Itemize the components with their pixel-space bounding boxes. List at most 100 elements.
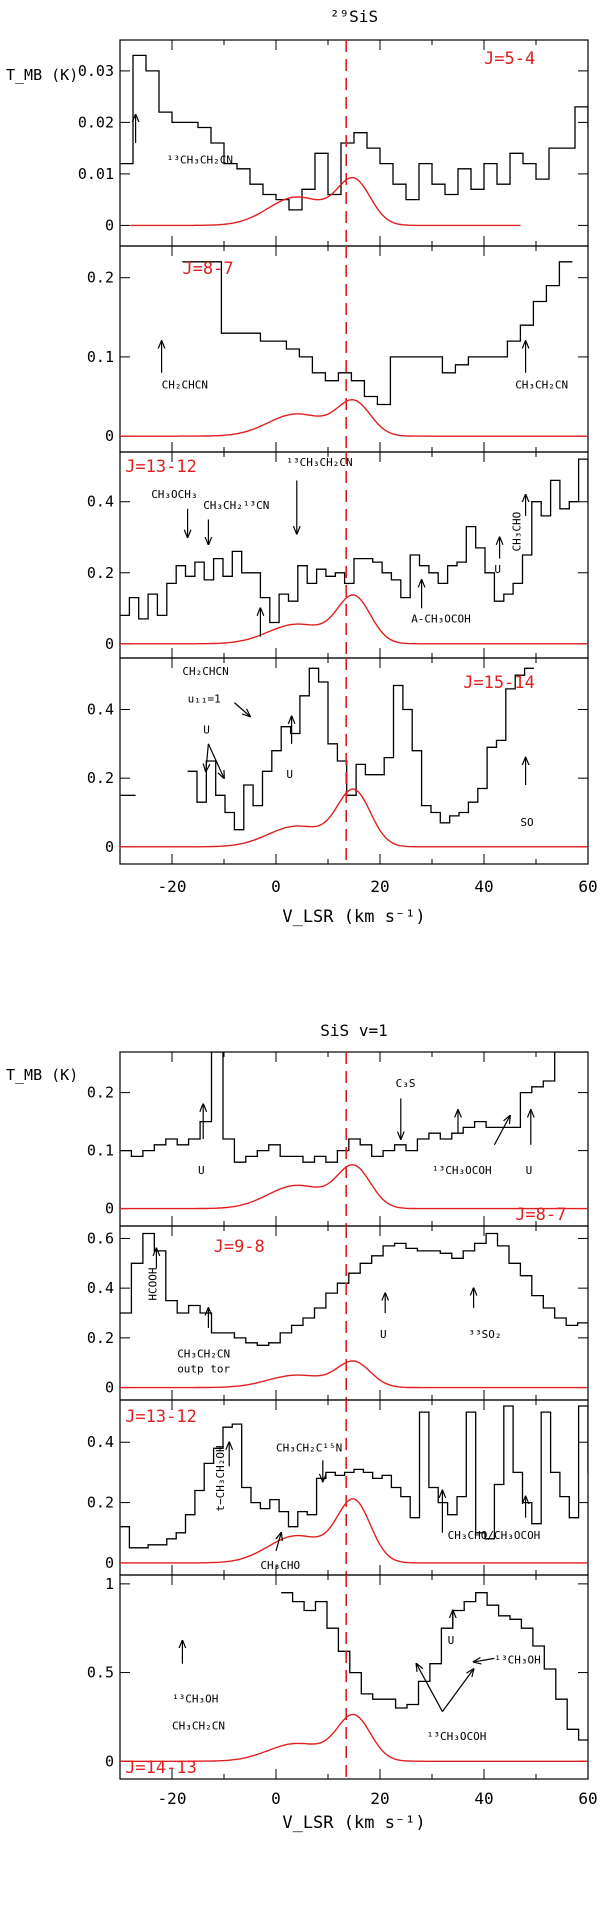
- y-tick-label: 0: [105, 216, 114, 234]
- y-tick-label: 0.1: [87, 348, 114, 366]
- line-annotation: U: [380, 1328, 387, 1341]
- y-tick-label: 0.6: [87, 1229, 114, 1247]
- annotation-arrow: [416, 1664, 443, 1712]
- x-tick-label: -20: [158, 1789, 187, 1808]
- spectrum-histogram: [120, 458, 588, 624]
- y-tick-label: 0: [105, 1379, 114, 1397]
- y-tick-label: 0.1: [87, 1142, 114, 1160]
- spectrum-histogram: [120, 1052, 588, 1163]
- y-tick-label: 0.2: [87, 1494, 114, 1512]
- y-tick-label: 0.2: [87, 1329, 114, 1347]
- line-annotation: ¹³CH₃OH: [494, 1654, 540, 1667]
- x-axis-label: V_LSR (km s⁻¹): [282, 907, 425, 927]
- y-tick-label: 0.2: [87, 769, 114, 787]
- spectrum-histogram: [120, 1405, 588, 1549]
- panel-plot-area: [120, 1052, 588, 1226]
- y-tick-label: 0.5: [87, 1664, 114, 1682]
- panel-plot-area: [120, 1226, 588, 1400]
- line-annotation: ¹³CH₃CH₂CN: [167, 154, 233, 167]
- model-fit-curve: [120, 594, 588, 645]
- panel-plot-area: [120, 246, 588, 452]
- line-annotation: SO: [520, 816, 533, 829]
- transition-label: J=9-8: [214, 1237, 265, 1257]
- y-tick-label: 0: [105, 635, 114, 653]
- transition-label: J=13-12: [125, 457, 197, 477]
- panel-plot-area: [120, 1575, 588, 1779]
- annotation-arrow: [441, 1669, 473, 1712]
- line-annotation: ¹³CH₃OCOH: [427, 1730, 487, 1743]
- x-tick-label: 0: [271, 1789, 281, 1808]
- y-axis-label: T_MB (K): [6, 66, 78, 84]
- line-annotation: U: [203, 724, 210, 737]
- panel-0-3: 0 0.2 0.4 J=15-14 CH₂CHCN u₁₁=1 U U SO: [87, 657, 589, 865]
- line-annotation: U: [286, 768, 293, 781]
- y-tick-label: 0: [105, 1752, 114, 1770]
- line-annotation: CH₂CHCN: [162, 379, 208, 392]
- line-annotation: CH₃CH₂¹³CN: [203, 499, 269, 512]
- line-annotation: ¹³CH₃OCOH: [432, 1164, 492, 1177]
- x-tick-label: 60: [578, 877, 597, 896]
- line-annotation: ¹³CH₃OH: [172, 1693, 218, 1706]
- panel-0-2: 0 0.2 0.4 J=13-12 CH₃OCH₃ CH₃CH₂¹³CN ¹³CH₃CH₂C…: [87, 451, 589, 659]
- model-fit-curve: [120, 788, 588, 848]
- line-annotation-vertical: t−CH₃CH₂OH: [214, 1445, 227, 1511]
- y-tick-label: 0.2: [87, 269, 114, 287]
- model-fit-curve: [120, 398, 588, 437]
- x-tick-label: 40: [474, 877, 493, 896]
- model-fit-curve: [120, 1498, 588, 1564]
- panel-frame: [119, 657, 589, 865]
- y-tick-label: 0: [105, 838, 114, 856]
- model-fit-curve: [120, 1713, 588, 1762]
- panel-frame: [119, 1574, 589, 1780]
- y-tick-label: 0.03: [78, 62, 114, 80]
- line-annotation: U: [526, 1164, 533, 1177]
- line-annotation: C₃S: [396, 1077, 416, 1090]
- y-tick-label: 0.2: [87, 564, 114, 582]
- spectrum-histogram: [281, 1592, 588, 1741]
- transition-label: J=15-14: [463, 673, 535, 693]
- line-annotation: U: [494, 563, 501, 576]
- annotation-arrow: [207, 743, 224, 778]
- model-fit-curve: [120, 1360, 588, 1389]
- y-tick-label: 0.4: [87, 1279, 114, 1297]
- spectrum-histogram: [182, 261, 573, 406]
- line-annotation: CH₃CHO: [260, 1559, 300, 1572]
- line-annotation: u₁₁=1: [188, 693, 221, 706]
- line-annotation: CH₃CH₂CN: [515, 379, 568, 392]
- panel-frame: [119, 451, 589, 659]
- x-tick-label: 40: [474, 1789, 493, 1808]
- line-annotation: U: [448, 1634, 455, 1647]
- y-tick-label: 0.2: [87, 1084, 114, 1102]
- transition-label: J=8-7: [182, 259, 233, 279]
- panel-plot-area: [120, 40, 588, 246]
- transition-label: J=13-12: [125, 1407, 197, 1427]
- y-tick-label: 0.4: [87, 1433, 114, 1451]
- annotation-arrow: [206, 743, 209, 771]
- transition-label: J=14-13: [125, 1758, 197, 1778]
- spectrum-histogram: [120, 1232, 588, 1346]
- y-tick-label: 0: [105, 427, 114, 445]
- y-tick-label: 0: [105, 1200, 114, 1218]
- spectrum-histogram: [120, 54, 588, 211]
- x-tick-label: -20: [158, 877, 187, 896]
- spectrum-histogram: [187, 667, 534, 831]
- annotation-arrow: [276, 1533, 281, 1552]
- panel-1-0: 0 0.1 0.2 J=8-7 U C₃S ¹³CH₃OCOH U: [87, 1051, 589, 1227]
- panel-1-3: 0 0.5 1 J=14-13 ¹³CH₃OH CH₃CH₂CN U ¹³CH₃OH ¹³CH₃…: [87, 1574, 589, 1780]
- panel-0-0: 0 0.01 0.02 0.03 J=5-4 ¹³CH₃CH₂CN: [78, 39, 589, 247]
- y-tick-label: 0.01: [78, 165, 114, 183]
- panel-0-1: 0 0.1 0.2 J=8-7 CH₂CHCN CH₃CH₂CN: [87, 245, 589, 453]
- line-annotation: U: [198, 1164, 205, 1177]
- panel-plot-area: [120, 452, 588, 658]
- line-annotation: outp tor: [177, 1363, 230, 1376]
- line-annotation: CH₃CH₂CN: [172, 1719, 225, 1732]
- panel-plot-area: [120, 658, 588, 864]
- x-tick-label: 20: [370, 877, 389, 896]
- line-annotation: CH₃CHO/CH₃OCOH: [448, 1529, 541, 1542]
- x-tick-label: 60: [578, 1789, 597, 1808]
- y-tick-label: 0.4: [87, 493, 114, 511]
- x-axis-label: V_LSR (km s⁻¹): [282, 1813, 425, 1833]
- model-fit-curve: [120, 1163, 588, 1210]
- y-tick-label: 0.4: [87, 701, 114, 719]
